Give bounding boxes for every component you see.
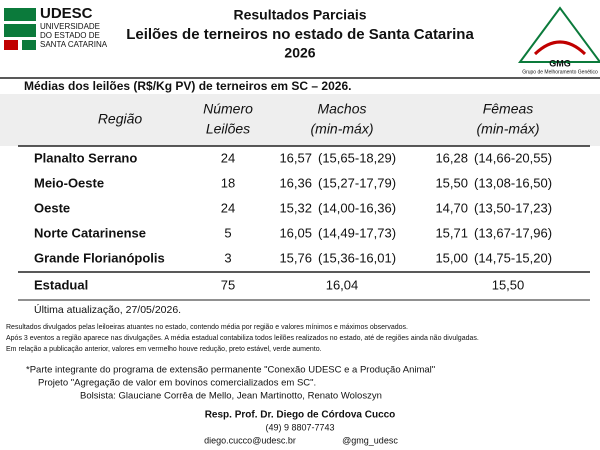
range: (14,49-17,73) bbox=[318, 225, 396, 240]
value: 15,32 bbox=[279, 200, 312, 215]
logo-caption: Grupo de Melhoramento Genético bbox=[522, 69, 598, 75]
count: 75 bbox=[221, 277, 235, 292]
value: 15,71 bbox=[435, 225, 468, 240]
region: Meio-Oeste bbox=[34, 175, 104, 190]
value: 15,50 bbox=[492, 277, 525, 292]
value: 16,57 bbox=[279, 150, 312, 165]
logo-block bbox=[4, 8, 36, 21]
region: Grande Florianópolis bbox=[34, 250, 165, 265]
subtitle: Médias dos leilões (R$/Kg PV) de terneir… bbox=[24, 79, 351, 93]
contact: @gmg_udesc bbox=[342, 435, 398, 445]
logo-arc bbox=[533, 40, 587, 56]
logo-line: SANTA CATARINA bbox=[40, 40, 108, 49]
region: Norte Catarinense bbox=[34, 225, 146, 240]
note: Resultados divulgados pelas leiloeiras a… bbox=[6, 324, 408, 331]
logo-triangle bbox=[518, 6, 600, 63]
contact: Resp. Prof. Dr. Diego de Córdova Cucco bbox=[205, 410, 396, 421]
value: 16,04 bbox=[326, 277, 359, 292]
project: Projeto "Agregação de valor em bovinos c… bbox=[38, 378, 316, 389]
count: 24 bbox=[221, 200, 235, 215]
logo-name: UDESC bbox=[40, 5, 93, 22]
range: (13,50-17,23) bbox=[474, 200, 552, 215]
title: Leilões de terneiros no estado de Santa … bbox=[126, 26, 474, 43]
logo-block bbox=[22, 40, 36, 50]
project: *Parte integrante do programa de extensã… bbox=[26, 365, 435, 376]
value: 16,28 bbox=[435, 150, 468, 165]
count: 18 bbox=[221, 175, 235, 190]
logo-name: GMG bbox=[549, 58, 571, 68]
contact: (49) 9 8807-7743 bbox=[265, 422, 334, 432]
range: (14,00-16,36) bbox=[318, 200, 396, 215]
title: 2026 bbox=[284, 45, 315, 61]
column-header: Número bbox=[203, 101, 253, 117]
region: Oeste bbox=[34, 200, 70, 215]
column-header: (min-máx) bbox=[477, 121, 540, 137]
column-header: (min-máx) bbox=[311, 121, 374, 137]
contact: diego.cucco@udesc.br bbox=[204, 435, 296, 445]
updated: Última atualização, 27/05/2026. bbox=[34, 303, 181, 316]
column-header: Leilões bbox=[206, 121, 250, 137]
count: 3 bbox=[224, 250, 231, 265]
value: 15,50 bbox=[435, 175, 468, 190]
title: Resultados Parciais bbox=[233, 7, 366, 23]
value: 15,76 bbox=[279, 250, 312, 265]
region: Estadual bbox=[34, 277, 88, 292]
value: 16,05 bbox=[279, 225, 312, 240]
column-header: Fêmeas bbox=[483, 101, 534, 117]
table-header-bg bbox=[0, 94, 600, 146]
range: (15,36-16,01) bbox=[318, 250, 396, 265]
note: Em relação a publicação anterior, valore… bbox=[6, 346, 322, 353]
column-header: Machos bbox=[317, 101, 366, 117]
logo-block bbox=[4, 24, 36, 37]
logo-line: UNIVERSIDADE bbox=[40, 22, 100, 31]
range: (14,75-15,20) bbox=[474, 250, 552, 265]
note: Após 3 eventos a região aparece nas divu… bbox=[6, 335, 479, 342]
count: 24 bbox=[221, 150, 235, 165]
range: (13,67-17,96) bbox=[474, 225, 552, 240]
value: 14,70 bbox=[435, 200, 468, 215]
value: 16,36 bbox=[279, 175, 312, 190]
range: (15,27-17,79) bbox=[318, 175, 396, 190]
logo-line: DO ESTADO DE bbox=[40, 31, 100, 40]
range: (14,66-20,55) bbox=[474, 150, 552, 165]
project: Bolsista: Glauciane Corrêa de Mello, Jea… bbox=[80, 391, 382, 402]
region: Planalto Serrano bbox=[34, 150, 137, 165]
column-header: Região bbox=[98, 111, 143, 127]
range: (13,08-16,50) bbox=[474, 175, 552, 190]
count: 5 bbox=[224, 225, 231, 240]
value: 15,00 bbox=[435, 250, 468, 265]
range: (15,65-18,29) bbox=[318, 150, 396, 165]
logo-block bbox=[4, 40, 18, 50]
